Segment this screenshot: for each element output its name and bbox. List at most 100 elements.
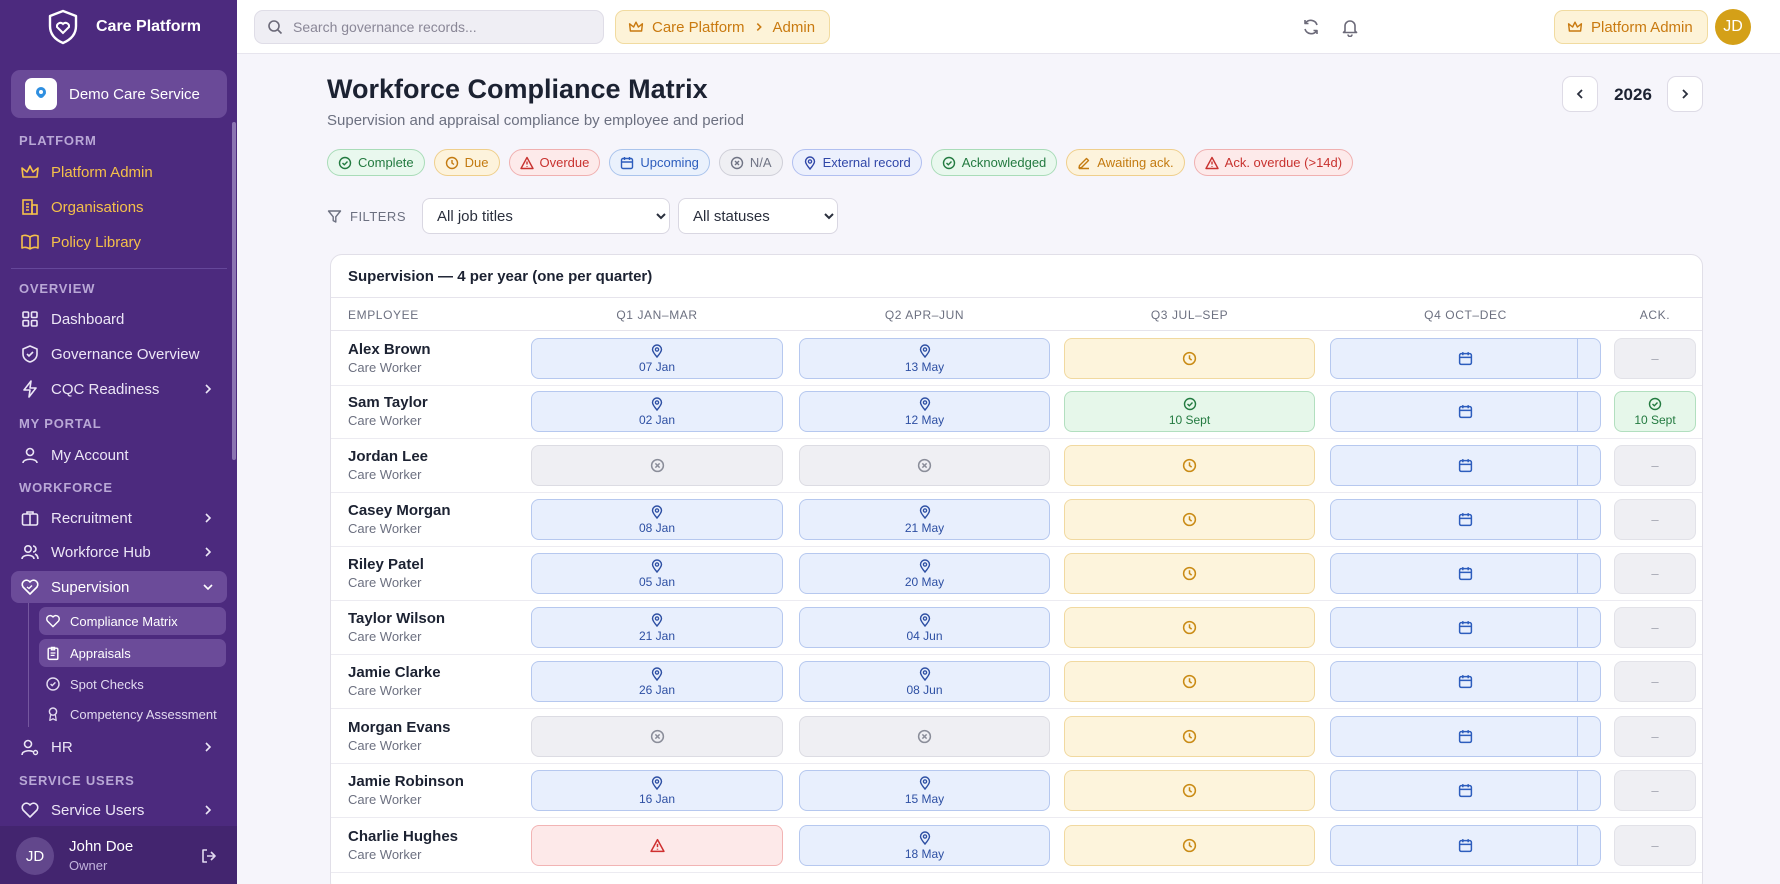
sidebar-subitem-compliance-matrix[interactable]: Compliance Matrix <box>39 607 226 635</box>
cell-q1-external[interactable]: 16 Jan <box>531 770 783 811</box>
employee-name[interactable]: Jamie Clarke <box>348 664 441 681</box>
bell-icon[interactable] <box>1340 17 1360 37</box>
cell-dash: – <box>1651 620 1659 635</box>
cell-q1-na[interactable] <box>531 716 783 757</box>
employee-name[interactable]: Sam Taylor <box>348 394 428 411</box>
breadcrumb-item[interactable]: Admin <box>772 18 816 36</box>
employee-role: Care Worker <box>348 847 422 862</box>
search-input[interactable] <box>293 19 583 35</box>
sidebar-item-cqc-readiness[interactable]: CQC Readiness <box>11 373 227 405</box>
cell-q2-external[interactable]: 18 May <box>799 825 1050 866</box>
cell-dash: – <box>1651 351 1659 366</box>
employee-name[interactable]: Jamie Robinson <box>348 773 464 790</box>
employee-name[interactable]: Morgan Evans <box>348 719 451 736</box>
filter-icon <box>327 209 342 223</box>
cell-q1-external[interactable]: 26 Jan <box>531 661 783 702</box>
legend-label: Due <box>464 155 489 170</box>
cell-q4-upcoming[interactable] <box>1330 553 1601 594</box>
employee-name[interactable]: Jordan Lee <box>348 448 429 465</box>
sidebar-subitem-competency-assessment[interactable]: Competency Assessment <box>39 700 226 728</box>
employee-name[interactable]: Riley Patel <box>348 556 424 573</box>
sidebar-subitem-appraisals[interactable]: Appraisals <box>39 639 226 667</box>
cell-divider <box>1577 662 1578 701</box>
sidebar-subitem-spot-checks[interactable]: Spot Checks <box>39 670 226 698</box>
cell-q4-upcoming[interactable] <box>1330 825 1601 866</box>
job-title-filter[interactable]: All job titles <box>422 198 670 234</box>
employee-name[interactable]: Alex Brown <box>348 341 431 358</box>
sidebar-item-dashboard[interactable]: Dashboard <box>11 303 227 335</box>
cell-q3-due[interactable] <box>1064 338 1315 379</box>
brand[interactable]: Care Platform <box>44 8 201 46</box>
cell-q3-due[interactable] <box>1064 499 1315 540</box>
cell-q4-upcoming[interactable] <box>1330 445 1601 486</box>
cell-q4-upcoming[interactable] <box>1330 770 1601 811</box>
cell-q2-external[interactable]: 20 May <box>799 553 1050 594</box>
cell-q4-upcoming[interactable] <box>1330 499 1601 540</box>
cell-q1-external[interactable]: 08 Jan <box>531 499 783 540</box>
cell-q3-due[interactable] <box>1064 661 1315 702</box>
cell-q1-external[interactable]: 07 Jan <box>531 338 783 379</box>
cell-q2-external[interactable]: 15 May <box>799 770 1050 811</box>
role-pill[interactable]: Platform Admin <box>1554 10 1708 44</box>
cell-q4-upcoming[interactable] <box>1330 661 1601 702</box>
cell-q2-external[interactable]: 04 Jun <box>799 607 1050 648</box>
sidebar-item-hr[interactable]: HR <box>11 731 227 763</box>
cell-dash: – <box>1651 783 1659 798</box>
table-row: Riley Patel Care Worker 05 Jan 20 May – <box>331 547 1702 601</box>
cell-q2-external[interactable]: 13 May <box>799 338 1050 379</box>
avatar[interactable]: JD <box>16 837 54 875</box>
cell-q3-due[interactable] <box>1064 770 1315 811</box>
cell-q1-external[interactable]: 02 Jan <box>531 391 783 432</box>
sidebar-item-platform-admin[interactable]: Platform Admin <box>11 156 227 188</box>
sidebar-scrollbar[interactable] <box>232 122 236 460</box>
sidebar-item-service-users[interactable]: Service Users <box>11 794 227 826</box>
clock-icon <box>1182 674 1197 689</box>
cell-q2-external[interactable]: 12 May <box>799 391 1050 432</box>
employee-role: Care Worker <box>348 629 422 644</box>
sidebar-item-recruitment[interactable]: Recruitment <box>11 502 227 534</box>
cell-q3-due[interactable] <box>1064 716 1315 757</box>
cell-q3-due[interactable] <box>1064 607 1315 648</box>
cell-q3-due[interactable] <box>1064 825 1315 866</box>
search-box[interactable] <box>254 10 604 44</box>
sidebar-item-policy-library[interactable]: Policy Library <box>11 226 227 258</box>
sidebar-item-supervision[interactable]: Supervision <box>11 571 227 603</box>
cell-q4-upcoming[interactable] <box>1330 391 1601 432</box>
cell-ack-empty: – <box>1614 338 1696 379</box>
cell-q2-external[interactable]: 08 Jun <box>799 661 1050 702</box>
previous-year-button[interactable] <box>1562 76 1598 112</box>
sidebar-item-workforce-hub[interactable]: Workforce Hub <box>11 536 227 568</box>
cell-q1-external[interactable]: 05 Jan <box>531 553 783 594</box>
calendar-icon <box>1458 621 1473 635</box>
legend-overdue: Overdue <box>508 149 601 176</box>
sidebar-item-my-account[interactable]: My Account <box>11 439 227 471</box>
cell-q4-upcoming[interactable] <box>1330 338 1601 379</box>
section-overview: OVERVIEW <box>19 281 96 296</box>
employee-name[interactable]: Taylor Wilson <box>348 610 446 627</box>
organisation-switcher[interactable]: Demo Care Service <box>11 70 227 118</box>
cell-q1-na[interactable] <box>531 445 783 486</box>
cell-q1-overdue[interactable] <box>531 825 783 866</box>
logout-icon[interactable] <box>200 847 218 865</box>
status-filter[interactable]: All statuses <box>678 198 838 234</box>
cell-q3-complete[interactable]: 10 Sept <box>1064 391 1315 432</box>
refresh-icon[interactable] <box>1301 17 1321 37</box>
employee-role: Care Worker <box>348 521 422 536</box>
cell-q2-na[interactable] <box>799 716 1050 757</box>
sidebar-item-governance-overview[interactable]: Governance Overview <box>11 338 227 370</box>
employee-name[interactable]: Casey Morgan <box>348 502 451 519</box>
breadcrumb-item[interactable]: Care Platform <box>652 18 745 36</box>
sidebar-item-organisations[interactable]: Organisations <box>11 191 227 223</box>
cell-q2-external[interactable]: 21 May <box>799 499 1050 540</box>
avatar[interactable]: JD <box>1715 9 1751 45</box>
cell-dash: – <box>1651 838 1659 853</box>
cell-q4-upcoming[interactable] <box>1330 607 1601 648</box>
cell-q2-na[interactable] <box>799 445 1050 486</box>
cell-q3-due[interactable] <box>1064 553 1315 594</box>
cell-q3-due[interactable] <box>1064 445 1315 486</box>
next-year-button[interactable] <box>1667 76 1703 112</box>
cell-q1-external[interactable]: 21 Jan <box>531 607 783 648</box>
cell-ack-acknowledged[interactable]: 10 Sept <box>1614 391 1696 432</box>
employee-name[interactable]: Charlie Hughes <box>348 828 459 845</box>
cell-q4-upcoming[interactable] <box>1330 716 1601 757</box>
